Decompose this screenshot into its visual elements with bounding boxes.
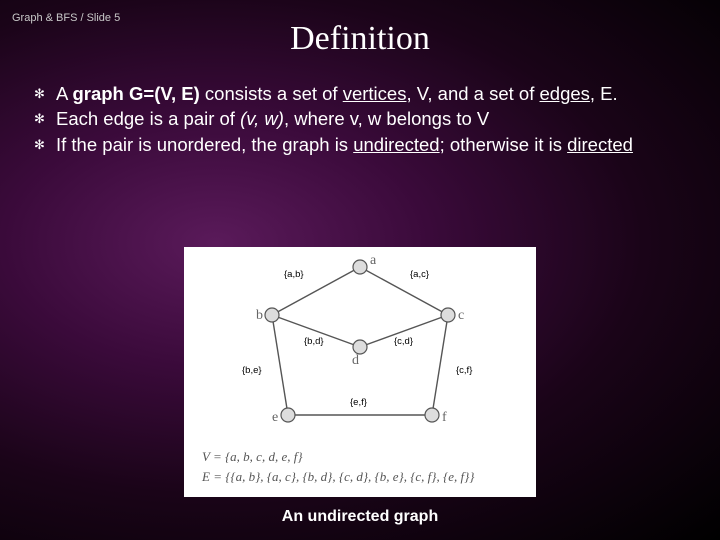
edge-label: {b,e} — [242, 365, 262, 376]
graph-diagram: {a,b} {a,c} {b,d} {c,d} {b,e} {c,f} {e,f… — [184, 247, 536, 497]
node-label: e — [272, 410, 278, 425]
edge-label: {e,f} — [350, 397, 367, 408]
bullet-item: ✻ If the pair is unordered, the graph is… — [34, 133, 692, 156]
node-label: f — [442, 410, 447, 425]
bullet-text: Each edge is a pair of (v, w), where v, … — [56, 107, 692, 130]
node-label: a — [370, 253, 377, 268]
bullet-text: A graph G=(V, E) consists a set of verti… — [56, 82, 692, 105]
slide-title: Definition — [290, 20, 430, 58]
bullet-star-icon: ✻ — [34, 82, 56, 105]
graph-svg: {a,b} {a,c} {b,d} {c,d} {b,e} {c,f} {e,f… — [184, 247, 536, 447]
diagram-caption: An undirected graph — [282, 508, 438, 526]
formula-V: V = {a, b, c, d, e, f} — [184, 447, 536, 467]
bullet-text: If the pair is unordered, the graph is u… — [56, 133, 692, 156]
bullet-list: ✻ A graph G=(V, E) consists a set of ver… — [34, 82, 692, 158]
bullet-star-icon: ✻ — [34, 133, 56, 156]
slide-header: Graph & BFS / Slide 5 — [12, 12, 120, 24]
node-label: d — [352, 353, 359, 368]
edge-label: {b,d} — [304, 336, 324, 347]
edge-label: {a,b} — [284, 269, 304, 280]
node-label: b — [256, 308, 263, 323]
bullet-star-icon: ✻ — [34, 107, 56, 130]
edge-label: {c,d} — [394, 336, 413, 347]
node-label: c — [458, 308, 464, 323]
edge-label: {c,f} — [456, 365, 472, 376]
edge-label: {a,c} — [410, 269, 429, 280]
bullet-item: ✻ Each edge is a pair of (v, w), where v… — [34, 107, 692, 130]
bullet-item: ✻ A graph G=(V, E) consists a set of ver… — [34, 82, 692, 105]
formula-E: E = {{a, b}, {a, c}, {b, d}, {c, d}, {b,… — [184, 467, 536, 487]
